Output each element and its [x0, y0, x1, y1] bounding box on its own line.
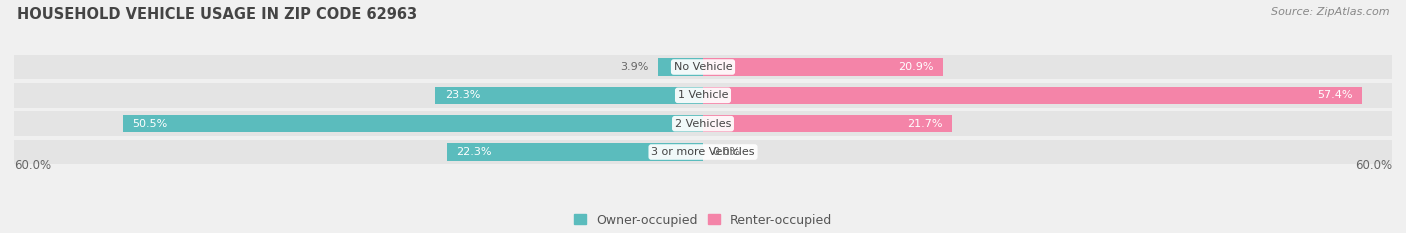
Text: 21.7%: 21.7% — [907, 119, 943, 129]
Bar — [14, 55, 1392, 79]
Text: 60.0%: 60.0% — [1355, 159, 1392, 172]
Bar — [14, 83, 1392, 108]
Text: 2 Vehicles: 2 Vehicles — [675, 119, 731, 129]
Text: 0.0%: 0.0% — [713, 147, 741, 157]
Text: 50.5%: 50.5% — [132, 119, 167, 129]
Bar — [14, 140, 1392, 164]
Text: 3.9%: 3.9% — [620, 62, 650, 72]
Text: 1 Vehicle: 1 Vehicle — [678, 90, 728, 100]
Text: 60.0%: 60.0% — [14, 159, 51, 172]
Bar — [436, 86, 703, 104]
Bar — [124, 115, 703, 133]
Text: No Vehicle: No Vehicle — [673, 62, 733, 72]
Bar — [703, 86, 1362, 104]
Bar — [447, 143, 703, 161]
Text: 20.9%: 20.9% — [898, 62, 934, 72]
Bar — [703, 58, 943, 76]
Bar — [14, 111, 1392, 136]
Text: Source: ZipAtlas.com: Source: ZipAtlas.com — [1271, 7, 1389, 17]
Text: 23.3%: 23.3% — [444, 90, 479, 100]
Text: 22.3%: 22.3% — [456, 147, 492, 157]
Bar — [658, 58, 703, 76]
Text: HOUSEHOLD VEHICLE USAGE IN ZIP CODE 62963: HOUSEHOLD VEHICLE USAGE IN ZIP CODE 6296… — [17, 7, 418, 22]
Text: 3 or more Vehicles: 3 or more Vehicles — [651, 147, 755, 157]
Bar — [703, 115, 952, 133]
Legend: Owner-occupied, Renter-occupied: Owner-occupied, Renter-occupied — [568, 209, 838, 232]
Text: 57.4%: 57.4% — [1317, 90, 1353, 100]
